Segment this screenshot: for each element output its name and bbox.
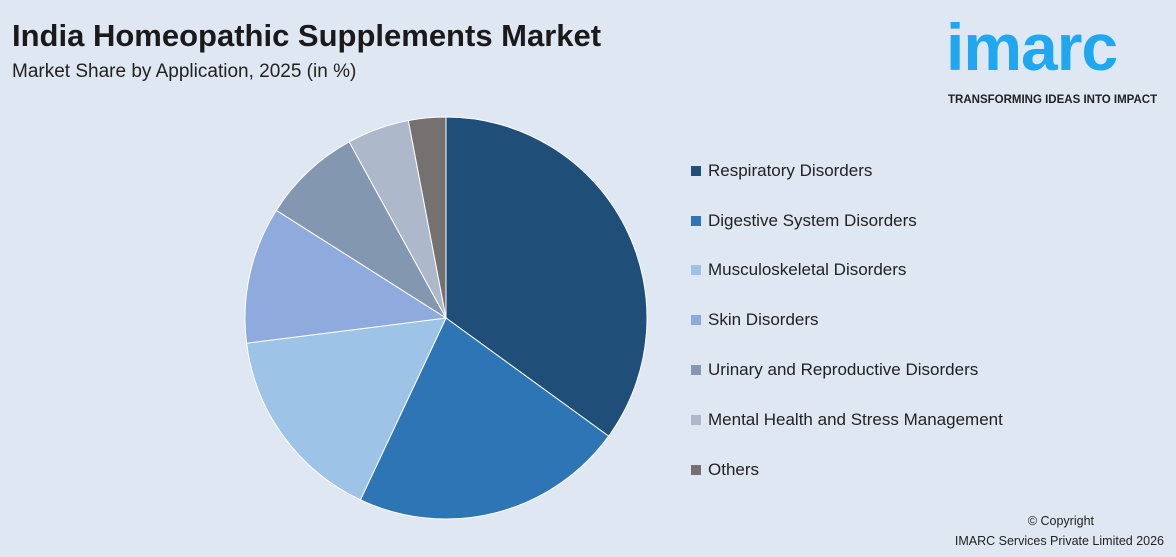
pie-slice-respiratory-disorders <box>445 116 648 437</box>
legend-label: Digestive System Disorders <box>708 210 917 230</box>
legend-swatch <box>691 215 701 226</box>
logo-wordmark: imarc <box>946 10 1118 84</box>
legend-label: Musculoskeletal Disorders <box>708 260 907 280</box>
pie-chart <box>244 116 648 520</box>
pie-slice-skin-disorders <box>244 209 448 344</box>
legend-label: Mental Health and Stress Management <box>708 409 1003 429</box>
legend-label: Others <box>708 459 760 479</box>
pie-slice-musculoskeletal-disorders <box>246 317 447 501</box>
legend-item: Digestive System Disorders <box>691 196 1003 246</box>
legend-item: Respiratory Disorders <box>691 146 1003 196</box>
legend-item: Musculoskeletal Disorders <box>691 246 1003 296</box>
legend-label: Skin Disorders <box>708 310 819 330</box>
legend-item: Mental Health and Stress Management <box>691 395 1003 445</box>
company-name: IMARC Services Private Limited 2026 <box>954 534 1164 548</box>
legend-swatch <box>691 315 701 326</box>
pie-slice-others <box>407 116 447 319</box>
legend-swatch <box>691 365 701 376</box>
chart-title: India Homeopathic Supplements Market <box>12 18 602 53</box>
legend-item: Others <box>691 445 1003 495</box>
legend-swatch <box>691 414 701 425</box>
imarc-logo: imarc TRANSFORMING IDEAS INTO IMPACT <box>946 10 1171 110</box>
legend-item: Skin Disorders <box>691 295 1003 345</box>
copyright: © Copyright <box>1027 514 1094 528</box>
pie-slice-urinary-and-reproductive-disorders <box>275 141 447 319</box>
legend-swatch <box>691 464 701 475</box>
legend-swatch <box>691 165 701 176</box>
legend-swatch <box>691 265 701 276</box>
legend-label: Respiratory Disorders <box>708 160 873 180</box>
legend-label: Urinary and Reproductive Disorders <box>708 360 979 380</box>
logo-tagline: TRANSFORMING IDEAS INTO IMPACT <box>948 94 1158 106</box>
legend: Respiratory Disorders Digestive System Di… <box>691 146 1003 495</box>
legend-item: Urinary and Reproductive Disorders <box>691 345 1003 395</box>
chart-subtitle: Market Share by Application, 2025 (in %) <box>12 61 357 82</box>
